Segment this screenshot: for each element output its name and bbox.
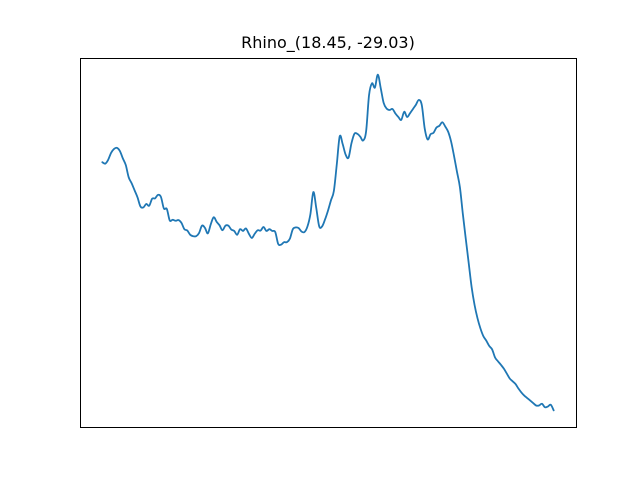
chart-title: Rhino_(18.45, -29.03) bbox=[241, 33, 415, 52]
series-line-0 bbox=[101, 73, 555, 412]
plot-frame bbox=[80, 58, 577, 428]
